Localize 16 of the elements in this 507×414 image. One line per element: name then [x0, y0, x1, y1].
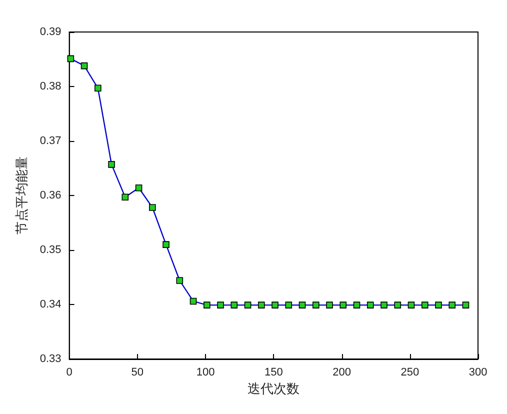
- x-tick-label: 100: [196, 366, 215, 378]
- y-tick-label: 0.37: [40, 135, 62, 147]
- y-tick-label: 0.36: [40, 190, 62, 202]
- y-axis-title: 节点平均能量: [15, 156, 30, 234]
- x-tick-label: 250: [400, 366, 420, 378]
- y-tick-label: 0.34: [40, 298, 62, 310]
- y-tick-label: 0.33: [40, 353, 62, 365]
- x-tick-label: 200: [332, 366, 351, 378]
- x-tick-label: 300: [468, 366, 488, 378]
- y-tick-label: 0.39: [40, 26, 62, 38]
- x-tick-label: 150: [264, 366, 283, 378]
- x-axis-title: 迭代次数: [248, 382, 300, 397]
- y-tick-label: 0.35: [40, 244, 62, 256]
- x-tick-label: 50: [131, 366, 144, 378]
- y-tick-label: 0.38: [40, 80, 62, 92]
- x-tick-label: 0: [66, 366, 72, 378]
